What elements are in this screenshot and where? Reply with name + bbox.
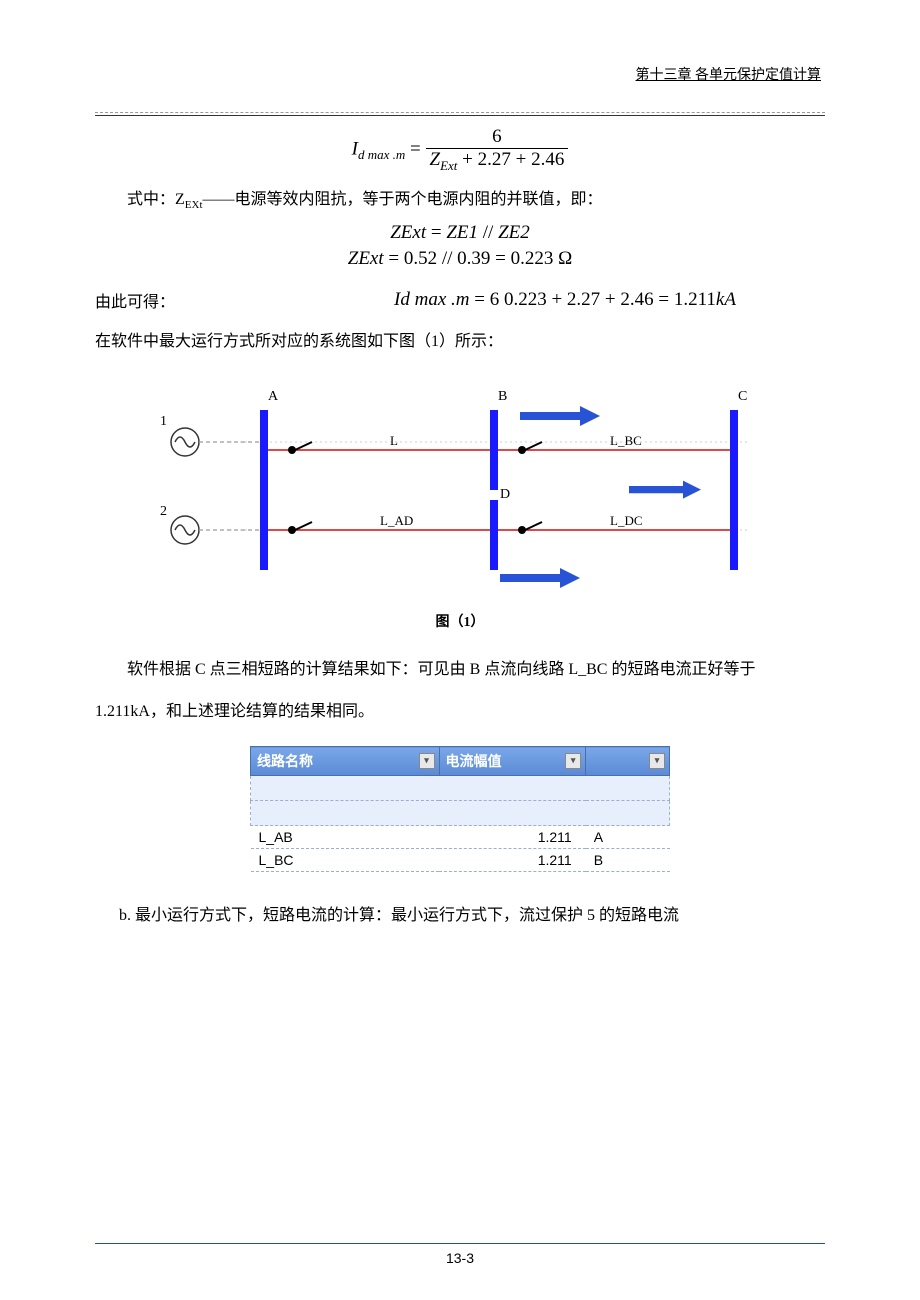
svg-text:L: L — [390, 433, 398, 448]
dropdown-icon[interactable]: ▾ — [419, 753, 435, 769]
svg-text:L_AD: L_AD — [380, 513, 413, 528]
svg-text:L_DC: L_DC — [610, 513, 643, 528]
svg-text:C: C — [738, 389, 747, 404]
svg-text:D: D — [500, 487, 510, 502]
arrow-icon — [520, 406, 600, 426]
result-table: 线路名称▾ 电流幅值▾ ▾ L_AB 1.211 A — [250, 746, 670, 872]
equation-3-row: 由此可得： Id max .m = 6 0.223 + 2.27 + 2.46 … — [95, 288, 825, 312]
equation-2: ZExt = ZE1 // ZE2 ZExt = 0.52 // 0.39 = … — [95, 222, 825, 270]
header-divider — [95, 112, 825, 116]
table-header-3[interactable]: ▾ — [586, 747, 670, 776]
equation-1: Id max .m = 6 ZExt + 2.27 + 2.46 — [95, 126, 825, 174]
chapter-header: 第十三章 各单元保护定值计算 — [95, 64, 825, 84]
table-row: L_AB 1.211 A — [251, 826, 670, 849]
bus-A-label: A — [268, 389, 279, 404]
text-therefore: 由此可得： — [95, 288, 305, 312]
page-number: 13-3 — [0, 1250, 920, 1266]
dropdown-icon[interactable]: ▾ — [565, 753, 581, 769]
table-header-value[interactable]: 电流幅值▾ — [439, 747, 586, 776]
item-b: b. 最小运行方式下，短路电流的计算：最小运行方式下，流过保护 5 的短路电流 — [95, 900, 825, 932]
footer-divider — [95, 1243, 825, 1244]
svg-text:B: B — [498, 389, 507, 404]
para-result: 软件根据 C 点三相短路的计算结果如下：可见由 B 点流向线路 L_BC 的短路… — [95, 649, 825, 732]
dropdown-icon[interactable]: ▾ — [649, 753, 665, 769]
table-header-name[interactable]: 线路名称▾ — [251, 747, 440, 776]
table-row: L_BC 1.211 B — [251, 849, 670, 872]
svg-text:2: 2 — [160, 504, 167, 519]
text-zext-desc: 式中：ZEXt——电源等效内阻抗，等于两个电源内阻的并联值，即： — [95, 184, 825, 216]
circuit-diagram: A B C D 1 2 L — [95, 370, 825, 605]
svg-text:L_BC: L_BC — [610, 433, 642, 448]
svg-text:1: 1 — [160, 414, 167, 429]
diagram-caption: 图（1） — [95, 611, 825, 631]
text-max-mode: 在软件中最大运行方式所对应的系统图如下图（1）所示： — [95, 326, 825, 358]
